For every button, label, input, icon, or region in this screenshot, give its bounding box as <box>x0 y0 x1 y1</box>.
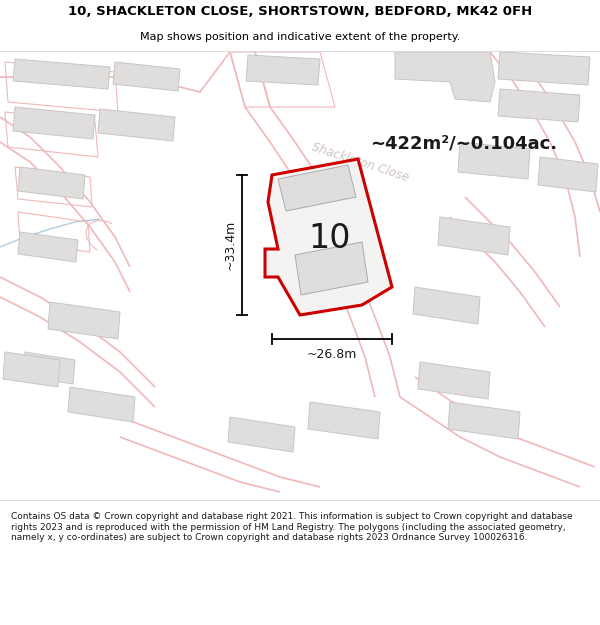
Polygon shape <box>458 142 530 179</box>
Polygon shape <box>413 287 480 324</box>
Text: Contains OS data © Crown copyright and database right 2021. This information is : Contains OS data © Crown copyright and d… <box>11 512 572 542</box>
Polygon shape <box>48 302 120 339</box>
Text: ~422m²/~0.104ac.: ~422m²/~0.104ac. <box>370 134 557 152</box>
Polygon shape <box>278 165 356 211</box>
Polygon shape <box>308 402 380 439</box>
Polygon shape <box>498 52 590 85</box>
Polygon shape <box>418 362 490 399</box>
Polygon shape <box>23 352 75 384</box>
Polygon shape <box>438 217 510 255</box>
Polygon shape <box>395 52 495 102</box>
Text: Shackleton Close: Shackleton Close <box>310 140 410 184</box>
Polygon shape <box>498 89 580 122</box>
Polygon shape <box>18 167 85 199</box>
Polygon shape <box>295 242 368 295</box>
Text: ~33.4m: ~33.4m <box>223 220 236 270</box>
Polygon shape <box>68 387 135 422</box>
Text: 10: 10 <box>309 222 351 256</box>
Polygon shape <box>98 109 175 141</box>
Polygon shape <box>13 107 95 139</box>
Polygon shape <box>228 417 295 452</box>
Text: 10, SHACKLETON CLOSE, SHORTSTOWN, BEDFORD, MK42 0FH: 10, SHACKLETON CLOSE, SHORTSTOWN, BEDFOR… <box>68 5 532 18</box>
Polygon shape <box>113 62 180 91</box>
Polygon shape <box>538 157 598 192</box>
Text: Map shows position and indicative extent of the property.: Map shows position and indicative extent… <box>140 32 460 43</box>
Polygon shape <box>3 352 60 387</box>
Polygon shape <box>13 59 110 89</box>
Polygon shape <box>18 232 78 262</box>
Text: ~26.8m: ~26.8m <box>307 349 357 361</box>
Polygon shape <box>448 402 520 439</box>
Polygon shape <box>265 159 392 315</box>
Polygon shape <box>246 55 320 85</box>
